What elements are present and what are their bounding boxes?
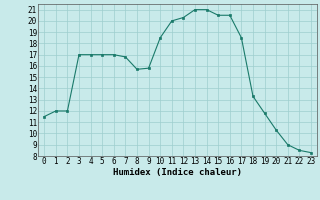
X-axis label: Humidex (Indice chaleur): Humidex (Indice chaleur) (113, 168, 242, 177)
